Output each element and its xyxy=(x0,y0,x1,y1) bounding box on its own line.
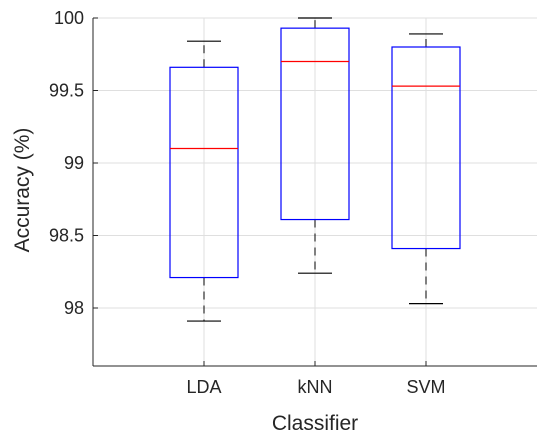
iqr-box xyxy=(280,27,350,221)
box-svm xyxy=(391,33,461,305)
y-tick-label: 99.5 xyxy=(49,81,84,101)
y-tick-label: 99 xyxy=(64,153,84,173)
tick-labels: 98 98.5 99 99.5 100 LDA kNN SVM xyxy=(49,8,446,397)
y-tick-label: 98 xyxy=(64,298,84,318)
iqr-box xyxy=(169,66,239,279)
x-tick-label-svm: SVM xyxy=(406,377,445,397)
grid-lines xyxy=(93,17,537,366)
box-knn xyxy=(280,17,350,274)
box-series xyxy=(169,17,461,322)
x-axis-title: Classifier xyxy=(272,412,358,435)
iqr-box xyxy=(391,46,461,250)
y-axis-title: Accuracy (%) xyxy=(11,128,34,253)
x-tick-label-knn: kNN xyxy=(298,377,333,397)
y-tick-label: 100 xyxy=(54,8,84,28)
box-lda xyxy=(169,40,239,322)
x-tick-label-lda: LDA xyxy=(186,377,221,397)
y-tick-label: 98.5 xyxy=(49,226,84,246)
axes xyxy=(92,17,537,367)
